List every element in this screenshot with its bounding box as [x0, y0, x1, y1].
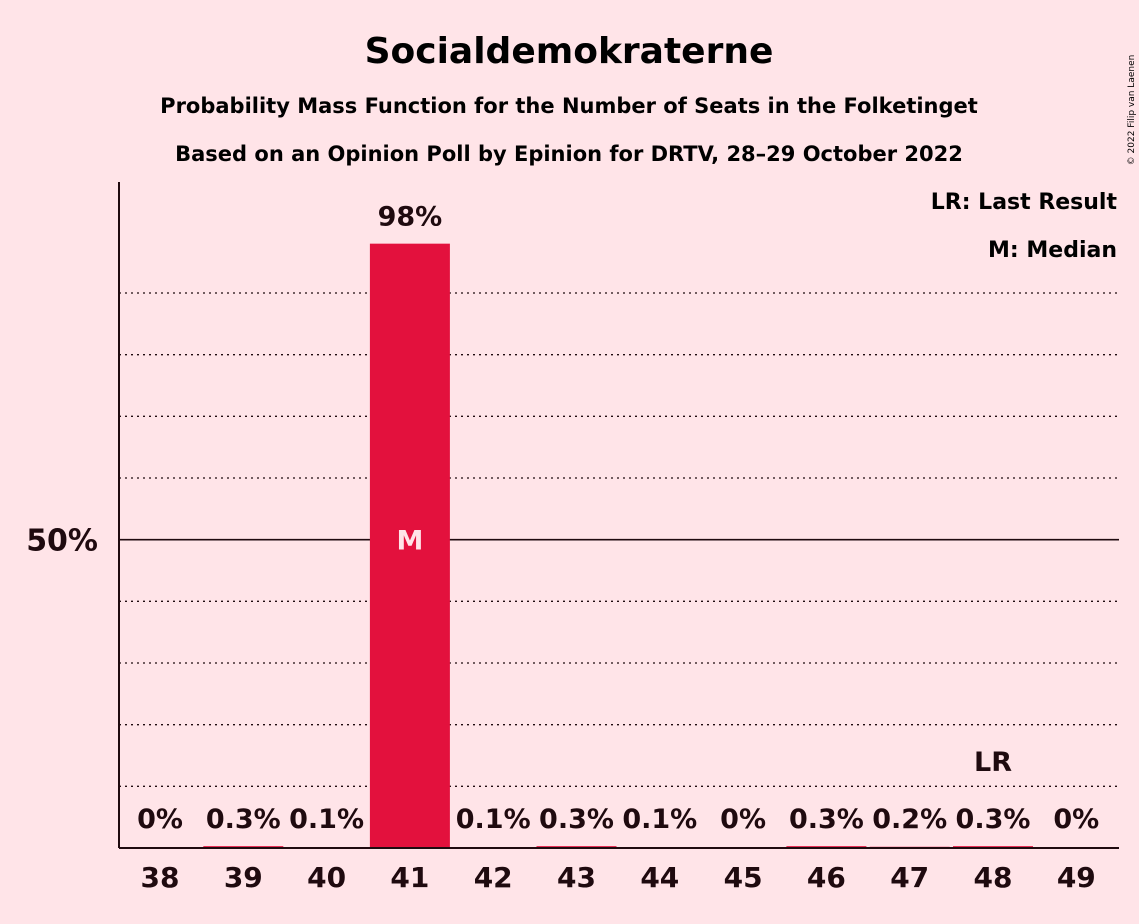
x-tick-label: 49 — [1057, 861, 1096, 894]
x-tick-label: 47 — [890, 861, 929, 894]
data-label: 0.3% — [956, 804, 1031, 835]
data-label: 0% — [137, 804, 183, 835]
chart-subtitle-2: Based on an Opinion Poll by Epinion for … — [175, 142, 963, 166]
data-label: 0.1% — [289, 804, 364, 835]
data-label: 0.3% — [539, 804, 614, 835]
x-tick-label: 48 — [974, 861, 1013, 894]
x-tick-label: 40 — [307, 861, 346, 894]
x-tick-label: 38 — [141, 861, 180, 894]
value-labels: 0% 0.3% 0.1% 98% 0.1% 0.3% 0.1% 0% 0.3% 0.2% 0.3% 0… — [137, 202, 1099, 835]
data-label: 0.1% — [622, 804, 697, 835]
last-result-marker: LR — [974, 747, 1012, 778]
x-tick-label: 39 — [224, 861, 263, 894]
median-marker: M — [396, 526, 423, 557]
chart-title: Socialdemokraterne — [365, 31, 774, 72]
data-label: 0.3% — [206, 804, 281, 835]
chart-subtitle-1: Probability Mass Function for the Number… — [160, 94, 978, 118]
gridlines — [119, 292, 1119, 787]
data-label: 0.1% — [456, 804, 531, 835]
copyright-text: © 2022 Filip van Laenen — [1127, 55, 1137, 166]
legend-last-result: LR: Last Result — [931, 190, 1118, 215]
bar — [369, 243, 450, 848]
data-label: 0% — [720, 804, 766, 835]
x-tick-label: 46 — [807, 861, 846, 894]
bars — [203, 243, 1033, 848]
axes: 50% 38 39 40 41 42 43 44 45 46 47 48 49 — [26, 182, 1119, 894]
data-label: 0% — [1053, 804, 1099, 835]
data-label: 98% — [378, 202, 443, 233]
x-tick-label: 41 — [390, 861, 429, 894]
y-tick-label: 50% — [26, 524, 98, 559]
x-tick-label: 42 — [474, 861, 513, 894]
x-tick-label: 44 — [640, 861, 679, 894]
x-tick-label: 45 — [724, 861, 763, 894]
data-label: 0.2% — [872, 804, 947, 835]
x-tick-label: 43 — [557, 861, 596, 894]
data-label: 0.3% — [789, 804, 864, 835]
legend-median: M: Median — [988, 238, 1117, 263]
